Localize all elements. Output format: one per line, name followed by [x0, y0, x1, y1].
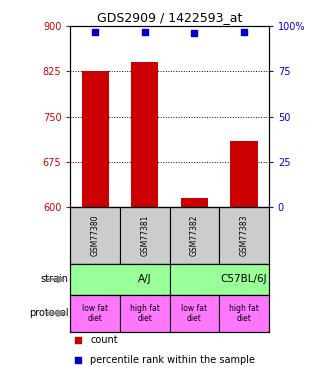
Text: high fat
diet: high fat diet [229, 304, 259, 323]
Bar [170, 264, 269, 295]
Bar [120, 295, 170, 332]
Text: low fat
diet: low fat diet [181, 304, 207, 323]
Text: GSM77382: GSM77382 [190, 215, 199, 256]
Text: low fat
diet: low fat diet [82, 304, 108, 323]
Bar [230, 141, 258, 207]
Bar [181, 198, 208, 207]
Point [76, 338, 81, 344]
Bar [170, 295, 219, 332]
Text: GSM77381: GSM77381 [140, 215, 149, 256]
Text: high fat
diet: high fat diet [130, 304, 160, 323]
Bar [120, 207, 170, 264]
Point [242, 28, 247, 34]
Point [192, 30, 197, 36]
Bar [70, 207, 120, 264]
Text: GSM77380: GSM77380 [91, 215, 100, 256]
Text: strain: strain [40, 274, 68, 284]
Text: GSM77383: GSM77383 [239, 215, 249, 256]
Bar [82, 72, 109, 207]
Bar [70, 264, 170, 295]
Bar [70, 295, 120, 332]
Point [142, 28, 148, 34]
Bar [170, 207, 219, 264]
Text: A/J: A/J [138, 274, 152, 284]
Text: count: count [90, 335, 118, 345]
Title: GDS2909 / 1422593_at: GDS2909 / 1422593_at [97, 11, 242, 24]
Point [76, 357, 81, 363]
Bar [219, 207, 269, 264]
Text: C57BL/6J: C57BL/6J [221, 274, 267, 284]
Bar [131, 63, 158, 207]
Text: protocol: protocol [29, 308, 68, 318]
Text: percentile rank within the sample: percentile rank within the sample [90, 355, 255, 365]
Bar [219, 295, 269, 332]
Point [93, 28, 98, 34]
